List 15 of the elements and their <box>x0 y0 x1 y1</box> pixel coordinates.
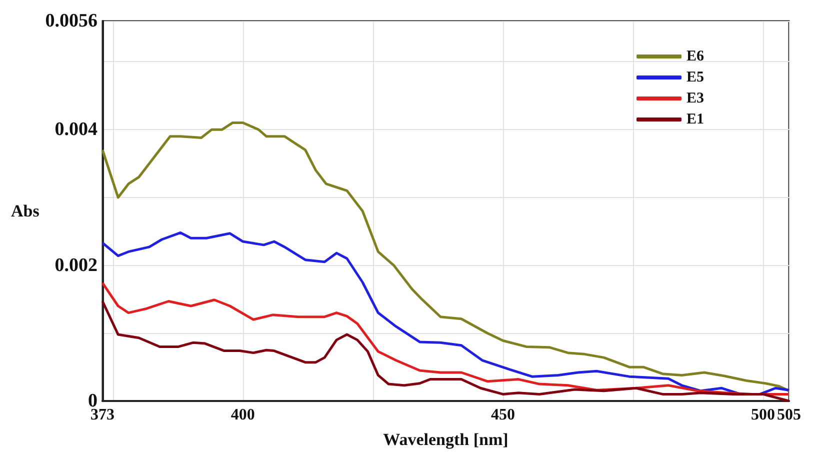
x-tick-label: 450 <box>490 406 515 424</box>
x-tick-label: 505 <box>777 406 801 424</box>
legend-label: E5 <box>686 70 704 86</box>
legend-label: E3 <box>686 90 704 106</box>
y-axis-title: Abs <box>10 202 40 220</box>
line-series <box>101 122 790 392</box>
y-tick-label: 0.0056 <box>45 10 98 32</box>
legend-label: E6 <box>686 48 704 64</box>
x-tick-label: 500 <box>750 406 775 424</box>
x-axis-title: Wavelength [nm] <box>383 430 508 449</box>
line-series <box>101 231 790 396</box>
x-tick-label: 400 <box>230 406 255 424</box>
y-tick-label: 0.002 <box>54 254 98 276</box>
legend-label: E1 <box>686 112 704 128</box>
y-tick-label: 0.004 <box>54 119 98 140</box>
